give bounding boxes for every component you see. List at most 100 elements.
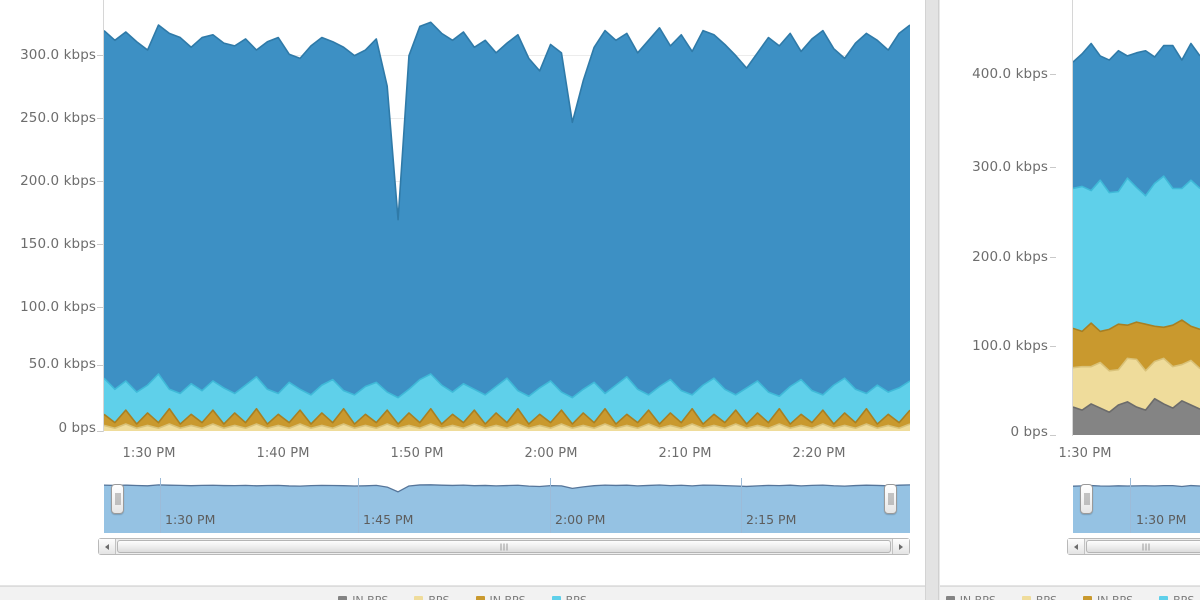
legend-label: BPS (566, 594, 587, 600)
y-axis-line (1072, 0, 1073, 436)
panel-divider (0, 585, 925, 586)
legend-swatch-icon (945, 596, 955, 600)
y-axis-label-100: 100.0 kbps (972, 338, 1048, 354)
legend-label: IN BPS (1097, 594, 1133, 600)
handle-grip-icon (890, 493, 891, 505)
y-tick-150 (97, 244, 103, 245)
navigator-preview[interactable] (1073, 478, 1200, 533)
handle-grip-icon (117, 493, 118, 505)
left-chart-panel: 300.0 kbps 250.0 kbps 200.0 kbps 150.0 k… (0, 0, 925, 600)
scrollbar-grip-icon (1145, 543, 1146, 550)
x-axis-label-3: 2:00 PM (524, 446, 578, 461)
legend-item[interactable]: BPS (551, 594, 587, 600)
navigator-tick-0 (1130, 478, 1131, 533)
right-range-navigator[interactable]: 1:30 PM (940, 478, 1200, 533)
legend-item[interactable]: IN BPS (1083, 594, 1133, 600)
left-range-navigator[interactable]: 1:30 PM 1:45 PM 2:00 PM 2:15 PM (0, 478, 925, 533)
scrollbar-grip-icon (503, 543, 505, 550)
y-tick-0 (97, 431, 103, 432)
navigator-tick-3 (741, 478, 742, 533)
legend-swatch-icon (551, 596, 561, 600)
legend-swatch-icon (475, 596, 485, 600)
x-axis-label-5: 2:20 PM (792, 446, 846, 461)
scrollbar-thumb[interactable] (1086, 540, 1200, 553)
y-axis-label-400: 400.0 kbps (972, 66, 1048, 82)
scrollbar-thumb[interactable] (117, 540, 891, 553)
y-axis-label-250: 250.0 kbps (20, 110, 96, 126)
y-tick-200 (97, 181, 103, 182)
horizontal-scrollbar[interactable] (1067, 538, 1200, 555)
y-tick-50 (97, 365, 103, 366)
right-chart-plot-area: 400.0 kbps 300.0 kbps 200.0 kbps 100.0 k… (940, 0, 1200, 470)
y-tick-300 (1050, 167, 1056, 168)
legend-label: BPS (1173, 594, 1194, 600)
panel-gutter (925, 0, 939, 600)
y-axis-label-50: 50.0 kbps (28, 356, 96, 372)
legend-label: IN BPS (352, 594, 388, 600)
navigator-label-1: 1:45 PM (363, 512, 414, 527)
y-tick-100 (1050, 346, 1056, 347)
y-axis-label-100: 100.0 kbps (20, 299, 96, 315)
y-axis-label-150: 150.0 kbps (20, 236, 96, 252)
x-axis-label-4: 2:10 PM (658, 446, 712, 461)
y-axis-label-0: 0 bps (58, 420, 96, 436)
scrollbar-track[interactable] (1085, 539, 1200, 554)
legend-item[interactable]: BPS (1159, 594, 1194, 600)
navigator-tick-1 (358, 478, 359, 533)
x-axis-label-2: 1:50 PM (390, 446, 444, 461)
legend-item[interactable]: BPS (414, 594, 450, 600)
legend-label: IN BPS (960, 594, 996, 600)
y-tick-400 (1050, 74, 1056, 75)
legend-items: IN BPS BPS IN BPS BPS (0, 594, 925, 600)
scrollbar-track[interactable] (116, 539, 892, 554)
y-axis-label-200: 200.0 kbps (972, 249, 1048, 265)
legend-label: BPS (1036, 594, 1057, 600)
legend-label: BPS (428, 594, 449, 600)
left-area-series[interactable] (104, 0, 910, 432)
handle-grip-icon (1086, 493, 1087, 505)
navigator-preview[interactable] (104, 478, 910, 533)
legend-swatch-icon (1159, 596, 1169, 600)
legend-item[interactable]: IN BPS (945, 594, 996, 600)
legend-item[interactable]: IN BPS (338, 594, 388, 600)
y-tick-250 (97, 118, 103, 119)
left-chart-plot-area: 300.0 kbps 250.0 kbps 200.0 kbps 150.0 k… (20, 0, 910, 461)
right-area-series[interactable] (1073, 0, 1200, 436)
y-tick-300 (97, 55, 103, 56)
y-axis-label-0: 0 bps (1010, 424, 1048, 440)
navigator-label-0: 1:30 PM (165, 512, 216, 527)
y-axis-label-300: 300.0 kbps (972, 159, 1048, 175)
legend-item[interactable]: IN BPS (475, 594, 526, 600)
legend-label: IN BPS (490, 594, 526, 600)
range-handle-left[interactable] (1080, 484, 1093, 514)
navigator-tick-0 (160, 478, 161, 533)
scroll-left-arrow-icon[interactable] (99, 539, 116, 554)
navigator-tick-2 (550, 478, 551, 533)
x-axis-label-1: 1:40 PM (256, 446, 310, 461)
chart-legend: IN BPS BPS IN BPS BPS (940, 586, 1200, 600)
x-axis-label-0: 1:30 PM (122, 446, 176, 461)
range-handle-left[interactable] (111, 484, 124, 514)
navigator-label-3: 2:15 PM (746, 512, 797, 527)
legend-swatch-icon (1083, 596, 1092, 600)
legend-item[interactable]: BPS (1021, 594, 1057, 600)
range-handle-right[interactable] (884, 484, 897, 514)
navigator-label-0: 1:30 PM (1136, 512, 1187, 527)
legend-items: IN BPS BPS IN BPS BPS (940, 594, 1200, 600)
panel-divider (940, 585, 1200, 586)
scroll-left-arrow-icon[interactable] (1068, 539, 1085, 554)
y-axis-line (103, 0, 104, 432)
right-chart-panel: 400.0 kbps 300.0 kbps 200.0 kbps 100.0 k… (940, 0, 1200, 600)
chart-legend: IN BPS BPS IN BPS BPS (0, 586, 925, 600)
y-tick-100 (97, 307, 103, 308)
legend-swatch-icon (338, 596, 348, 600)
legend-swatch-icon (1021, 596, 1031, 600)
horizontal-scrollbar[interactable] (98, 538, 910, 555)
y-axis-label-300: 300.0 kbps (20, 47, 96, 63)
y-axis-label-200: 200.0 kbps (20, 173, 96, 189)
y-tick-0 (1050, 435, 1056, 436)
y-tick-200 (1050, 257, 1056, 258)
scroll-right-arrow-icon[interactable] (892, 539, 909, 554)
x-axis-label-0: 1:30 PM (1058, 446, 1112, 461)
